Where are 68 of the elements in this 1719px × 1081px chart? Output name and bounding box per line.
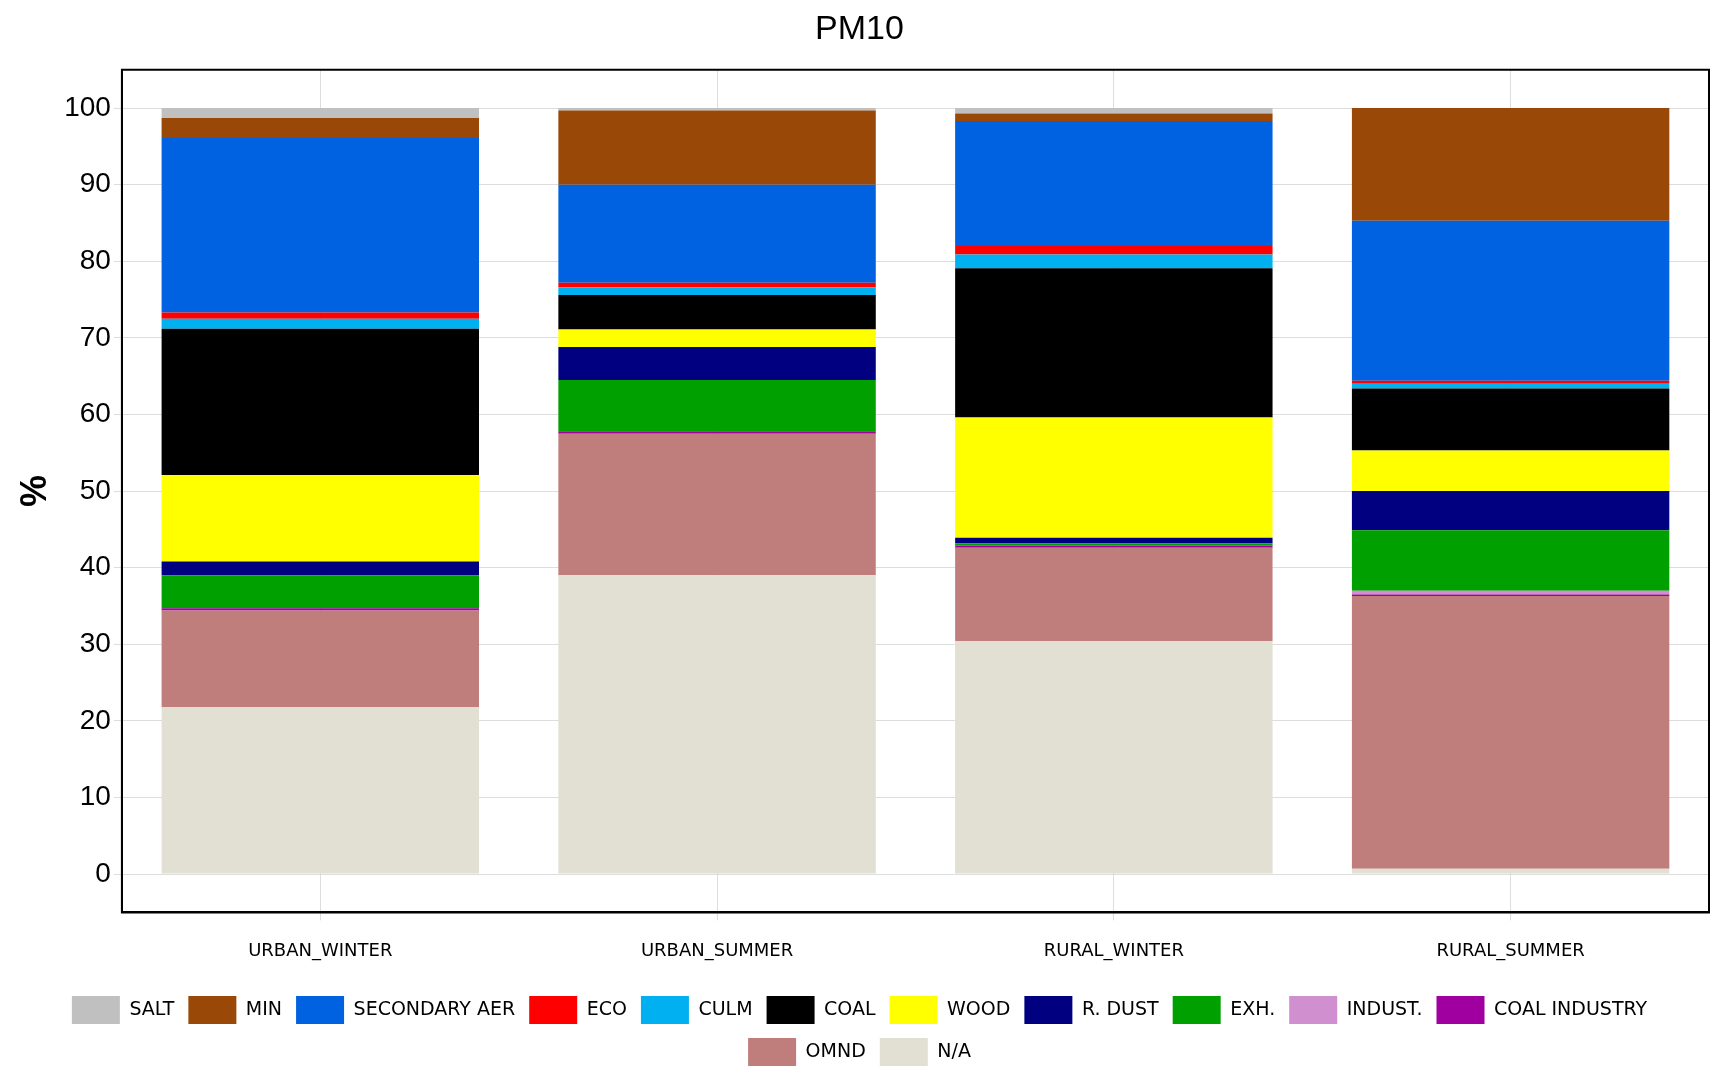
bar xyxy=(161,328,480,476)
bar xyxy=(558,347,876,381)
bar xyxy=(955,417,1273,538)
bar xyxy=(1351,491,1670,531)
bar xyxy=(161,137,480,313)
y-tick-label: 10 xyxy=(79,780,111,812)
legend-label: SALT xyxy=(129,996,175,1019)
y-axis-title: % xyxy=(12,475,54,508)
bar xyxy=(558,329,876,348)
bar xyxy=(955,113,1273,122)
x-tick-label: RURAL_SUMMER xyxy=(1436,938,1585,961)
legend-label: MIN xyxy=(245,996,283,1019)
legend-label: COAL xyxy=(824,996,876,1019)
y-tick-label: 100 xyxy=(64,90,111,122)
x-tick-label: URBAN_WINTER xyxy=(248,938,393,961)
x-tick-label: RURAL_WINTER xyxy=(1043,938,1184,961)
bar xyxy=(161,318,480,329)
bar xyxy=(161,610,480,708)
legend-label: OMND xyxy=(805,1038,866,1061)
legend-label: SECONDARY AER xyxy=(353,996,516,1019)
bar xyxy=(955,268,1273,418)
bar xyxy=(161,108,480,119)
bar xyxy=(1351,388,1670,451)
bar xyxy=(161,575,480,609)
legend-label: N/A xyxy=(937,1038,971,1061)
legend-label: CULM xyxy=(698,996,753,1019)
bar xyxy=(955,537,1273,544)
y-tick-label: 40 xyxy=(79,550,111,582)
legend-label: COAL INDUSTRY xyxy=(1494,996,1648,1019)
bar xyxy=(955,547,1273,642)
y-tick-label: 50 xyxy=(79,473,111,505)
bar xyxy=(1351,596,1670,869)
bar xyxy=(161,561,480,576)
bar xyxy=(558,110,876,185)
y-tick-label: 60 xyxy=(79,397,111,429)
bar xyxy=(1351,450,1670,492)
bar xyxy=(955,254,1273,269)
y-tick-label: 70 xyxy=(79,320,111,352)
bar xyxy=(955,121,1273,246)
bar xyxy=(558,380,876,432)
y-tick-label: 20 xyxy=(79,703,111,735)
legend-label: EXH. xyxy=(1230,996,1276,1019)
bar xyxy=(161,312,480,319)
legend-label: ECO xyxy=(586,996,627,1019)
y-tick-label: 80 xyxy=(79,244,111,276)
bar xyxy=(1351,530,1670,591)
bar xyxy=(161,118,480,138)
bar xyxy=(1351,380,1670,384)
bar xyxy=(955,108,1273,114)
bar xyxy=(558,287,876,295)
y-tick-label: 30 xyxy=(79,627,111,659)
legend-label: INDUST. xyxy=(1346,996,1423,1019)
bar xyxy=(955,245,1273,255)
x-tick-label: URBAN_SUMMER xyxy=(640,938,794,961)
bar xyxy=(1351,590,1670,595)
legend-label: R. DUST xyxy=(1081,996,1160,1019)
y-tick-label: 0 xyxy=(95,856,111,888)
bar xyxy=(558,295,876,330)
bar xyxy=(558,184,876,283)
bar xyxy=(161,475,480,562)
chart-title: PM10 xyxy=(815,7,904,46)
bar xyxy=(161,608,480,611)
legend-label: WOOD xyxy=(947,996,1011,1019)
bar xyxy=(558,431,876,434)
bar xyxy=(1351,108,1670,221)
bar xyxy=(558,433,876,576)
y-tick-label: 90 xyxy=(79,167,111,199)
bar xyxy=(1351,220,1670,381)
